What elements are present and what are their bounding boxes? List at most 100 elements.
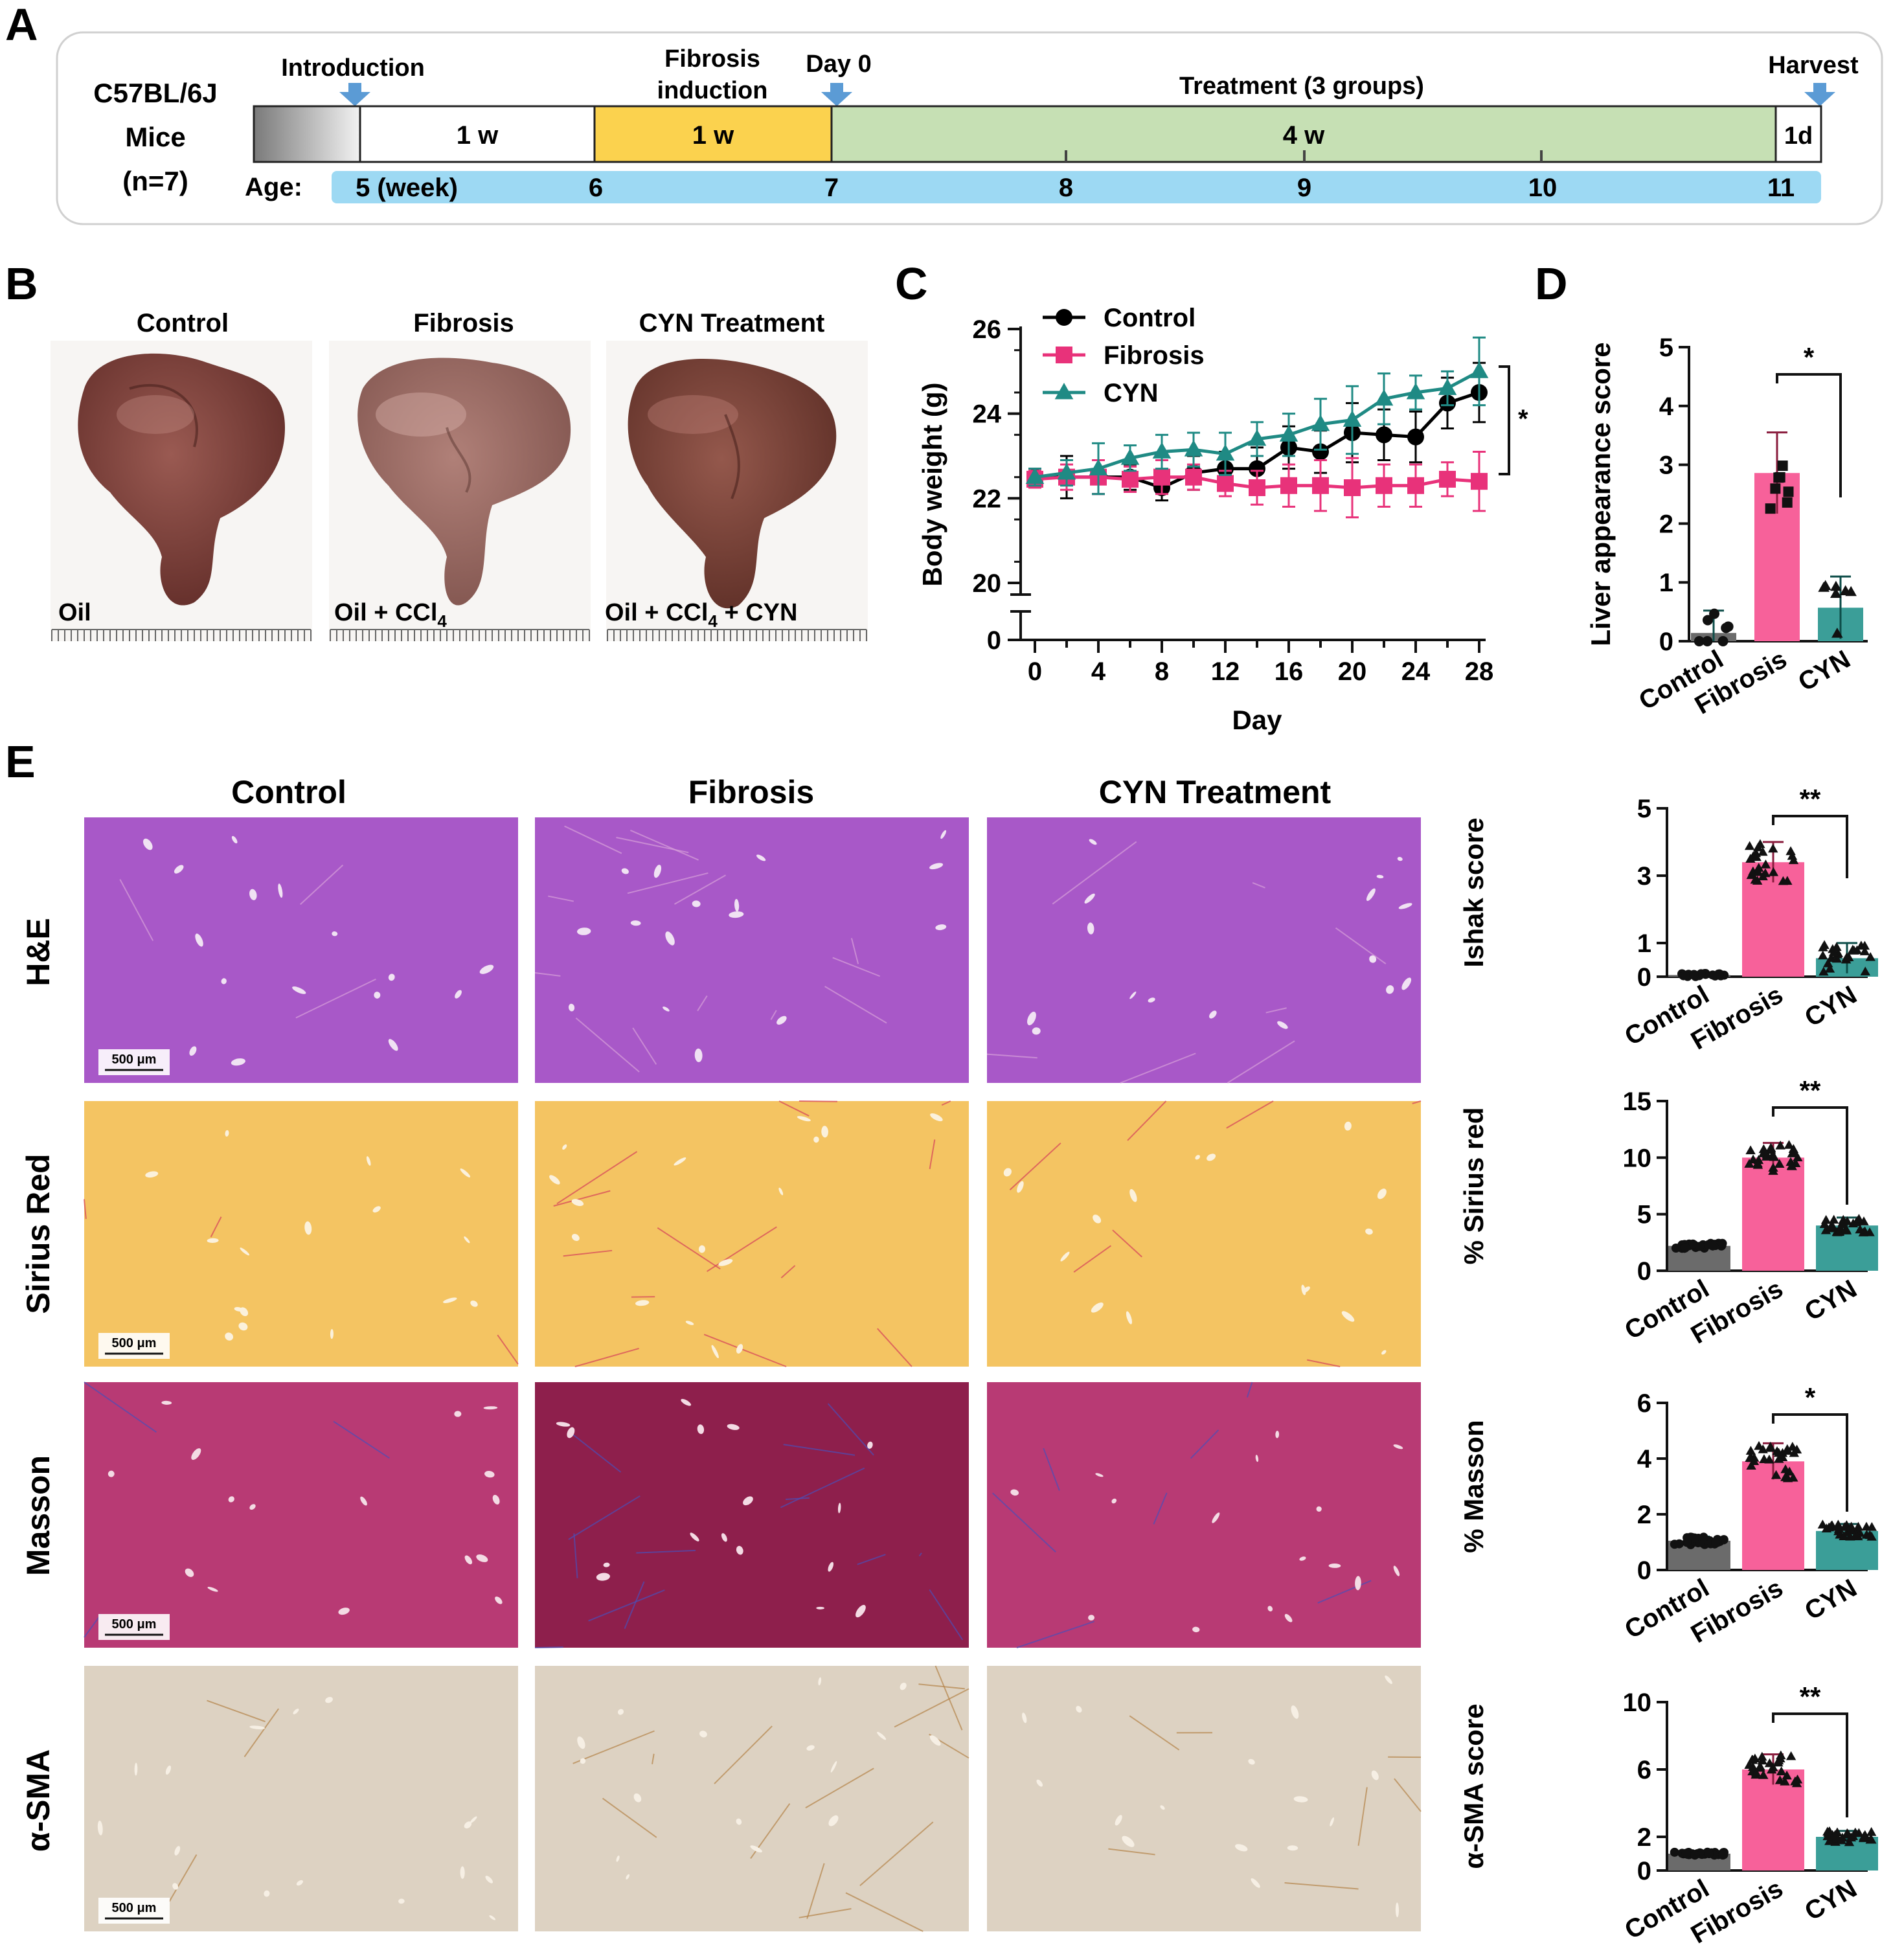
vessel — [1293, 1796, 1308, 1802]
data-point — [1746, 1461, 1756, 1470]
fibrous-septum — [572, 1730, 655, 1764]
significance-bracket — [1772, 1712, 1848, 1817]
histology-tile — [535, 1101, 969, 1367]
vessel — [134, 1762, 138, 1776]
vessel — [495, 1596, 503, 1604]
vessel — [189, 1046, 197, 1056]
data-point — [1818, 950, 1828, 960]
y-tick-label: 1 — [1659, 569, 1673, 597]
vessel — [172, 1883, 179, 1890]
data-point-cyn — [1469, 361, 1489, 378]
vessel — [304, 1221, 312, 1235]
data-point — [1745, 1453, 1755, 1462]
data-point — [1745, 854, 1756, 863]
data-point — [1824, 964, 1835, 973]
vessel — [577, 1736, 585, 1749]
data-point-cyn — [1438, 378, 1457, 395]
fibrous-septum — [703, 1334, 787, 1367]
data-point — [1671, 1244, 1681, 1253]
data-point — [1745, 1446, 1756, 1455]
vessel — [1076, 1705, 1082, 1713]
data-point — [1784, 1466, 1795, 1476]
fibrous-septum — [1009, 1143, 1061, 1190]
vessel — [685, 1321, 694, 1325]
fibrous-septum — [636, 1549, 696, 1554]
fibrous-septum — [1246, 1382, 1253, 1398]
data-point — [1752, 876, 1763, 885]
vessel — [443, 1297, 457, 1303]
data-point — [1711, 1538, 1721, 1547]
vessel — [1084, 893, 1095, 904]
y-axis-title: α-SMA score — [1458, 1703, 1489, 1869]
timeline-introduction-segment — [359, 105, 596, 163]
histology-tile — [987, 1101, 1421, 1367]
histology-grid: 500 μm 500 μm 500 μm 500 μm — [84, 817, 1422, 1932]
vessel — [778, 1187, 784, 1196]
y-tick-label: 2 — [1659, 510, 1673, 538]
vessel — [727, 1424, 740, 1430]
vessel — [1010, 1489, 1019, 1496]
vessel — [1129, 1188, 1137, 1202]
data-point — [1775, 1753, 1785, 1762]
vessel — [278, 883, 283, 898]
vessel — [1111, 1498, 1117, 1504]
data-point — [1721, 622, 1732, 633]
fibrous-septum — [84, 1613, 102, 1638]
data-point-fibrosis — [1439, 470, 1456, 488]
histology-tile — [987, 817, 1421, 1083]
fibrous-septum — [778, 1100, 810, 1117]
caption-subscript: 4 — [437, 611, 447, 631]
scale-bar-label: 500 μm — [112, 1052, 157, 1067]
vessel — [736, 1344, 743, 1354]
significance-marker: ** — [1800, 1681, 1821, 1712]
vessel — [556, 1422, 571, 1427]
y-tick-label: 20 — [973, 569, 1002, 598]
vessel — [621, 868, 629, 874]
fibrous-septum — [770, 1010, 777, 1020]
vessel — [1248, 1758, 1255, 1765]
vessel — [1036, 1779, 1043, 1787]
vessel — [485, 1876, 493, 1883]
fibrous-septum — [570, 1432, 622, 1473]
segment-label-1w-fibrosis: 1 w — [692, 121, 734, 150]
data-point-cyn — [1374, 389, 1394, 406]
data-point — [1688, 1239, 1698, 1249]
legend-marker — [1056, 309, 1072, 326]
vessel — [492, 1494, 500, 1505]
data-point-control — [1249, 460, 1265, 477]
y-tick-label: 0 — [1637, 1257, 1651, 1286]
data-point — [1787, 1148, 1797, 1157]
vessel — [296, 1880, 303, 1886]
vessel — [143, 838, 153, 850]
x-tick-label: 28 — [1465, 657, 1494, 686]
data-point — [1765, 1143, 1776, 1153]
vessel — [1235, 1844, 1248, 1852]
fibrous-septum — [674, 874, 726, 905]
data-point — [1819, 966, 1829, 976]
vessel — [1129, 991, 1137, 999]
data-point — [1769, 1152, 1780, 1161]
age-tick-label: 5 (week) — [356, 174, 458, 202]
y-tick-label: 10 — [1623, 1144, 1652, 1172]
fibrous-septum — [629, 829, 699, 861]
data-point — [1771, 1470, 1782, 1479]
y-tick-label: 5 — [1659, 334, 1673, 362]
vessel — [174, 1846, 181, 1856]
down-arrow-icon — [339, 83, 370, 106]
vessel — [1365, 1228, 1373, 1235]
data-point — [1775, 1141, 1785, 1150]
vessel — [1115, 1815, 1122, 1826]
y-tick-label: 0 — [1637, 1857, 1651, 1885]
y-tick-label: 3 — [1637, 862, 1651, 891]
caption-subscript: 4 — [708, 611, 718, 631]
data-point — [1770, 483, 1781, 494]
data-point — [1751, 1769, 1761, 1779]
vessel — [736, 1818, 742, 1825]
legend-label: CYN — [1104, 379, 1158, 407]
data-point — [1717, 636, 1728, 646]
vessel — [372, 1206, 381, 1213]
y-tick-label: 26 — [973, 315, 1002, 344]
age-bar — [332, 171, 1821, 203]
vessel — [464, 1236, 470, 1244]
